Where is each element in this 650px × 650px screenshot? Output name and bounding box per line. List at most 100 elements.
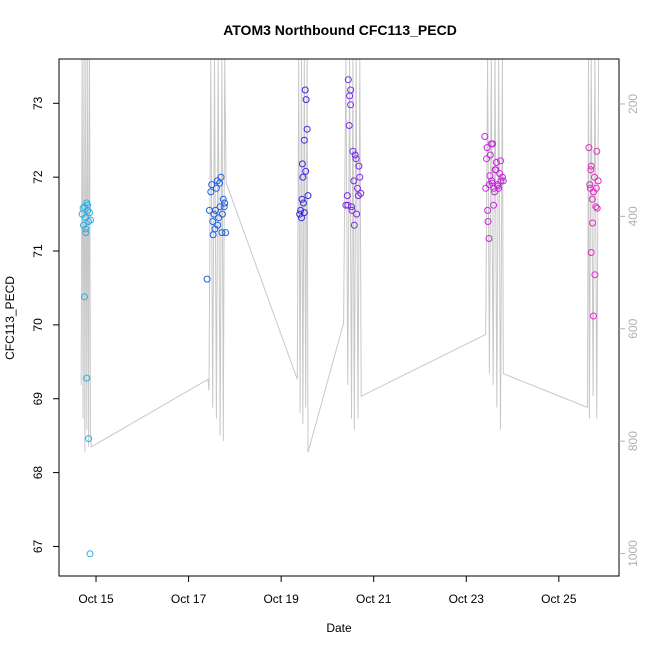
y2-tick-label: 1000 — [626, 540, 640, 567]
data-point-flight6 — [587, 162, 595, 170]
data-point-flight2 — [210, 210, 218, 218]
data-point-flight2 — [218, 210, 226, 218]
data-point-flight2 — [213, 177, 221, 185]
data-points — [78, 76, 602, 558]
data-point-flight5 — [490, 201, 498, 209]
data-point-flight1 — [86, 550, 94, 558]
data-point-flight4 — [349, 147, 357, 155]
data-point-flight4 — [344, 201, 352, 209]
data-point-flight4 — [344, 76, 352, 84]
data-point-flight2 — [218, 229, 226, 237]
plot-frame — [58, 58, 620, 577]
data-point-flight5 — [486, 172, 494, 180]
x-tick-label: Oct 19 — [263, 592, 299, 606]
data-point-flight2 — [220, 203, 228, 211]
data-point-flight3 — [297, 206, 305, 214]
data-point-flight5 — [499, 177, 507, 185]
data-point-flight6 — [592, 184, 600, 192]
data-point-flight5 — [482, 184, 490, 192]
y-tick-label: 73 — [31, 96, 45, 110]
data-point-flight2 — [211, 206, 219, 214]
data-point-flight2 — [216, 203, 224, 211]
data-point-flight2 — [216, 179, 224, 187]
data-point-flight2 — [209, 218, 217, 225]
data-point-flight4 — [347, 101, 355, 109]
data-point-flight3 — [300, 209, 308, 217]
data-point-flight6 — [590, 312, 597, 320]
data-point-flight5 — [491, 188, 498, 196]
data-point-flight4 — [350, 177, 358, 185]
data-point-flight3 — [302, 167, 310, 175]
data-point-flight5 — [498, 173, 506, 181]
data-point-flight5 — [487, 140, 495, 148]
y-axis-label: CFC113_PECD — [3, 276, 17, 360]
x-tick-label: Oct 17 — [171, 592, 207, 606]
data-point-flight4 — [347, 86, 355, 94]
data-point-flight2 — [208, 181, 216, 189]
y2-tick-label: 200 — [626, 94, 640, 114]
data-point-flight3 — [298, 160, 306, 168]
data-point-flight3 — [304, 192, 312, 200]
data-point-flight2 — [207, 188, 215, 196]
data-point-flight3 — [301, 86, 309, 94]
data-point-flight4 — [343, 192, 351, 200]
data-point-flight5 — [483, 144, 491, 152]
data-point-flight5 — [484, 206, 492, 214]
data-point-flight2 — [221, 199, 229, 207]
altitude-line — [80, 58, 600, 453]
data-point-flight5 — [481, 133, 489, 140]
y-axis: 67 68 69 70 71 72 73 — [31, 96, 59, 553]
data-point-flight3 — [296, 210, 304, 218]
y2-tick-label: 800 — [626, 431, 640, 451]
data-point-flight6 — [585, 144, 593, 152]
y2-tick-label: 400 — [626, 206, 640, 226]
y-tick-label: 72 — [31, 170, 45, 184]
data-point-flight6 — [588, 195, 596, 203]
data-point-flight4 — [352, 155, 360, 163]
data-point-flight5 — [492, 166, 500, 174]
data-point-flight1 — [82, 225, 90, 233]
x-axis-label: Date — [326, 621, 352, 635]
data-point-flight6 — [593, 147, 601, 155]
data-point-flight3 — [298, 195, 306, 203]
data-point-flight4 — [350, 221, 358, 229]
y-tick-label: 67 — [31, 539, 45, 553]
x-tick-label: Oct 21 — [356, 592, 392, 606]
x-tick-label: Oct 15 — [78, 592, 114, 606]
data-point-flight4 — [354, 192, 362, 200]
data-point-flight1 — [87, 216, 94, 224]
x-tick-label: Oct 23 — [449, 592, 485, 606]
data-point-flight4 — [348, 206, 356, 214]
y2-tick-label: 600 — [626, 318, 640, 338]
data-point-flight4 — [357, 189, 365, 197]
data-point-flight1 — [85, 435, 93, 443]
data-point-flight6 — [591, 271, 599, 279]
y-tick-label: 68 — [31, 466, 45, 480]
data-point-flight1 — [85, 218, 93, 225]
data-point-flight6 — [591, 173, 598, 181]
data-point-flight6 — [587, 166, 595, 174]
data-point-flight3 — [300, 136, 308, 144]
data-point-flight6 — [586, 181, 594, 189]
data-point-flight4 — [351, 151, 359, 159]
data-point-flight1 — [86, 209, 93, 217]
data-point-flight3 — [299, 199, 307, 207]
data-point-flight1 — [83, 374, 91, 382]
data-point-flight1 — [80, 221, 87, 229]
data-point-flight1 — [82, 229, 90, 237]
y-tick-label: 71 — [31, 244, 45, 258]
data-point-flight3 — [303, 125, 311, 133]
data-point-flight4 — [345, 122, 353, 129]
data-point-flight6 — [587, 249, 595, 256]
data-point-flight4 — [355, 162, 363, 170]
altitude-profile — [80, 58, 600, 453]
y2-axis: 200 400 600 800 1000 — [619, 94, 640, 567]
data-point-flight2 — [203, 275, 211, 283]
data-point-flight2 — [214, 221, 222, 229]
x-axis: Oct 15 Oct 17 Oct 19 Oct 21 Oct 23 Oct 25 — [78, 576, 577, 606]
data-point-flight6 — [589, 219, 597, 227]
data-point-flight4 — [356, 173, 364, 181]
data-point-flight5 — [492, 158, 500, 166]
data-point-flight5 — [497, 157, 504, 165]
